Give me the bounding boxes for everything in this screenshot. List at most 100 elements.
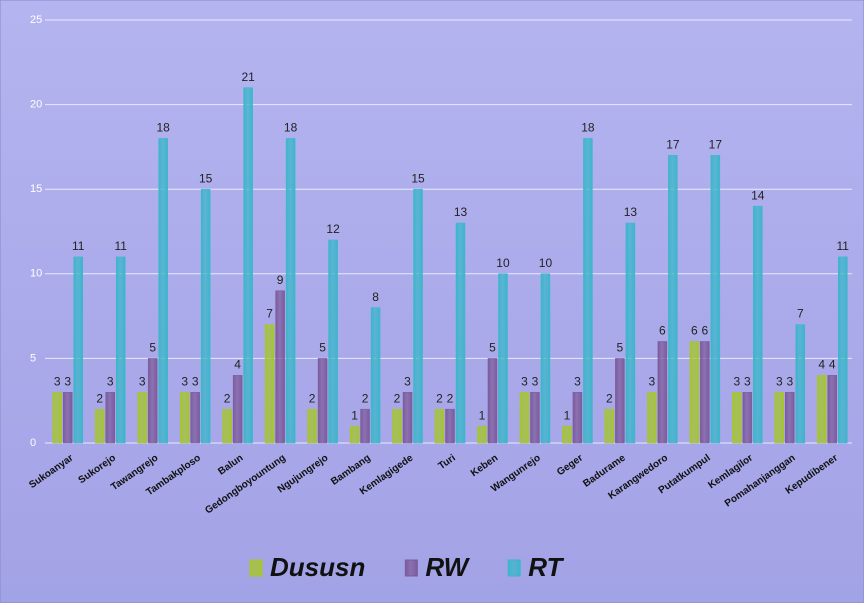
data-label: 3 (107, 374, 114, 388)
bar (795, 324, 806, 444)
data-label: 4 (829, 357, 836, 371)
bar (774, 391, 785, 444)
bar (540, 273, 551, 444)
data-label: 3 (649, 374, 656, 388)
data-label: 6 (659, 324, 666, 338)
bar (434, 408, 445, 444)
data-label: 4 (234, 357, 241, 371)
bar (105, 391, 115, 444)
y-tick-label: 5 (30, 352, 36, 364)
bar (328, 239, 338, 444)
data-label: 5 (489, 341, 496, 355)
y-tick-label: 25 (30, 14, 42, 26)
data-label: 3 (139, 374, 146, 388)
data-label: 5 (149, 341, 156, 355)
bar (657, 341, 668, 444)
bar (307, 408, 317, 444)
data-label: 1 (351, 408, 358, 422)
y-tick-label: 15 (30, 183, 42, 195)
bar (73, 256, 83, 444)
bar (647, 391, 657, 444)
data-label: 5 (617, 341, 624, 355)
bar (487, 358, 498, 444)
bar (827, 375, 838, 444)
data-label: 17 (666, 138, 680, 152)
data-label: 2 (394, 391, 401, 405)
bar (147, 358, 158, 444)
bar (530, 391, 540, 444)
data-label: 10 (539, 256, 553, 270)
data-label: 3 (574, 374, 581, 388)
bar (232, 375, 243, 444)
data-label: 12 (326, 222, 340, 236)
data-label: 15 (199, 171, 213, 185)
data-label: 3 (521, 374, 528, 388)
data-label: 1 (479, 408, 486, 422)
bar (392, 408, 402, 444)
bar (562, 425, 572, 444)
bar (753, 205, 763, 444)
bar (498, 273, 508, 444)
bar (732, 391, 742, 444)
data-label: 13 (454, 205, 468, 219)
bar (285, 138, 296, 444)
data-label: 2 (96, 391, 103, 405)
bar (519, 391, 530, 444)
data-label: 3 (64, 374, 71, 388)
bar (455, 222, 466, 444)
data-label: 8 (372, 290, 379, 304)
bar (615, 358, 625, 444)
bar (689, 341, 700, 444)
bar (190, 391, 200, 444)
bar (402, 391, 413, 444)
data-label: 2 (309, 391, 316, 405)
data-label: 3 (404, 374, 411, 388)
data-label: 17 (709, 138, 723, 152)
bar (445, 408, 455, 444)
legend-label: Dususn (270, 552, 365, 582)
y-tick-label: 0 (30, 437, 36, 449)
bar (370, 307, 381, 444)
data-label: 5 (319, 341, 326, 355)
data-label: 2 (362, 391, 369, 405)
y-tick-label: 20 (30, 99, 42, 111)
data-label: 2 (224, 391, 231, 405)
bar (572, 391, 583, 444)
data-label: 2 (436, 391, 443, 405)
bar (158, 138, 168, 444)
data-label: 4 (818, 357, 825, 371)
bar (349, 425, 360, 444)
data-label: 3 (192, 374, 199, 388)
bar (264, 324, 275, 444)
legend-swatch (249, 559, 263, 577)
data-label: 2 (447, 391, 454, 405)
data-label: 3 (181, 374, 188, 388)
data-label: 3 (776, 374, 783, 388)
bar (604, 408, 615, 444)
data-label: 3 (786, 374, 793, 388)
data-label: 11 (837, 239, 850, 253)
bar (700, 341, 710, 444)
data-label: 6 (691, 324, 698, 338)
data-label: 13 (624, 205, 638, 219)
data-label: 3 (54, 374, 61, 388)
data-label: 18 (157, 121, 171, 135)
data-label: 11 (72, 239, 85, 253)
bar (222, 408, 232, 444)
y-tick-label: 10 (30, 268, 42, 280)
bar (243, 87, 253, 444)
bar (742, 391, 753, 444)
data-label: 3 (744, 374, 751, 388)
bar (275, 290, 285, 444)
bar (94, 408, 105, 444)
bar (838, 256, 848, 444)
bar (785, 391, 795, 444)
bar (625, 222, 636, 444)
data-label: 2 (606, 391, 613, 405)
data-label: 1 (564, 408, 571, 422)
bar (52, 391, 62, 444)
bar (710, 155, 721, 444)
data-label: 3 (733, 374, 740, 388)
bar (179, 391, 190, 444)
